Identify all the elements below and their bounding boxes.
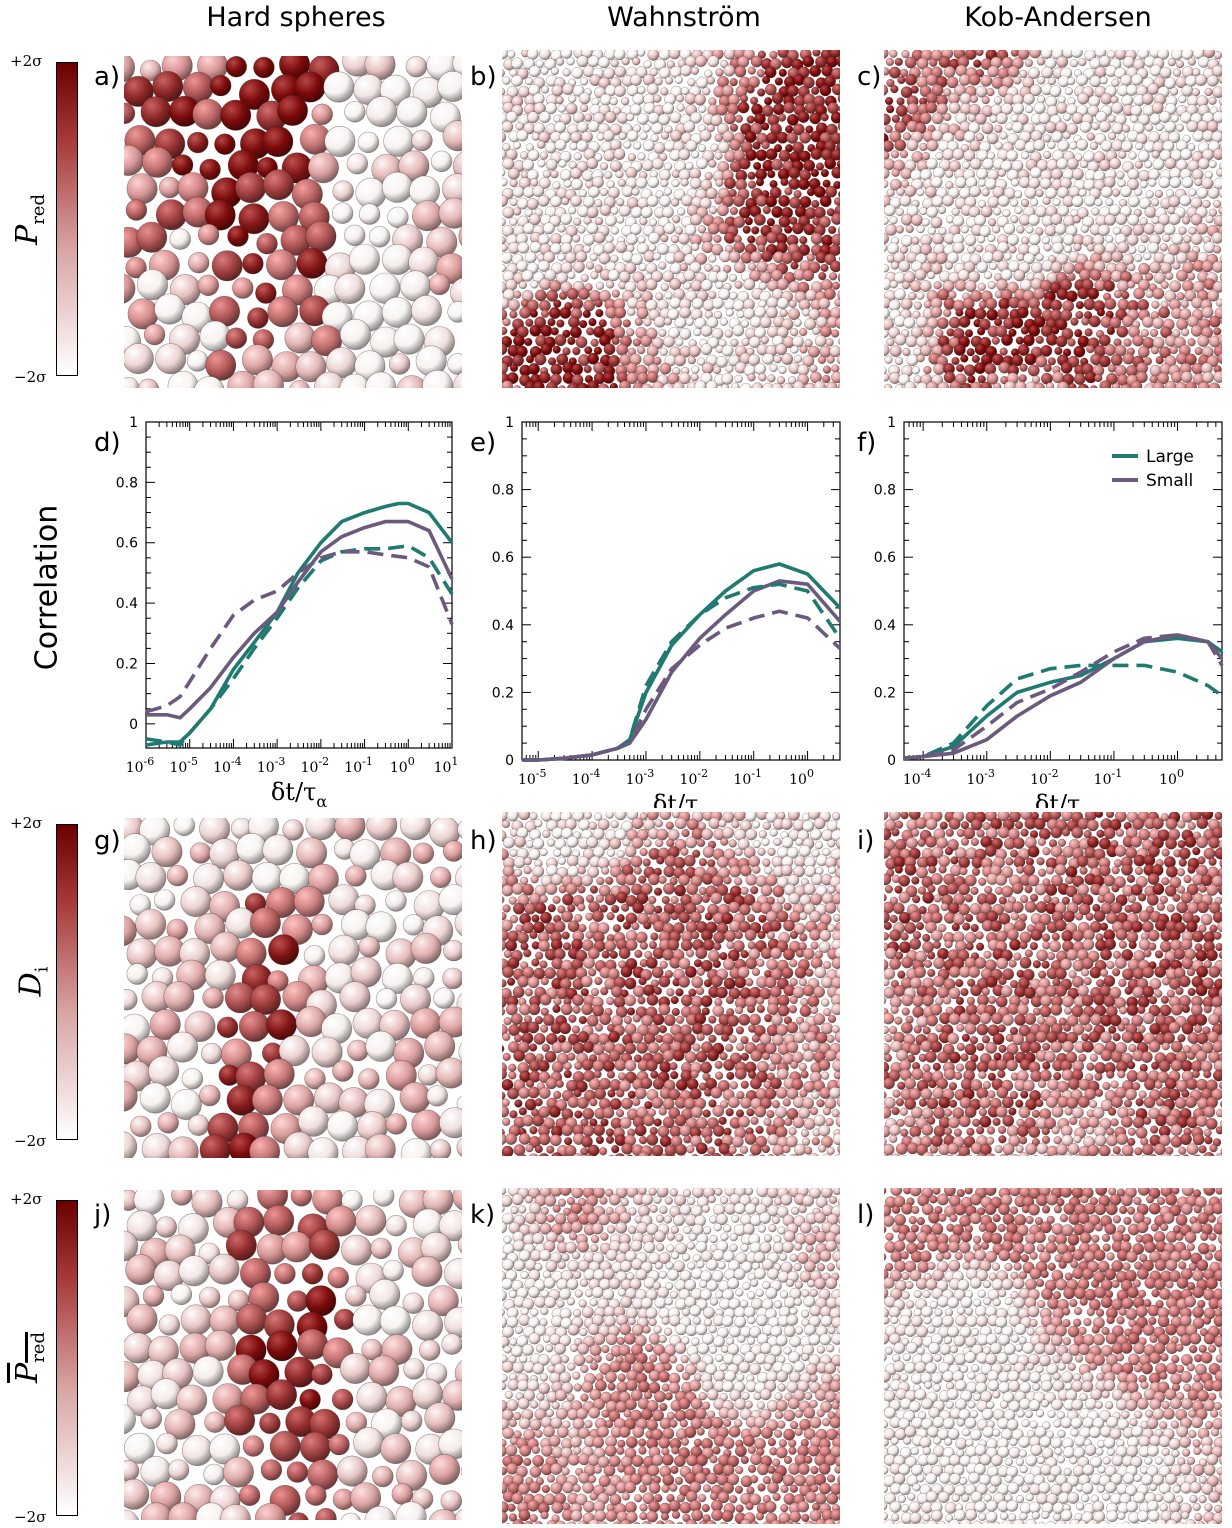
- colorbar-row4-bottom: −2σ: [14, 1508, 47, 1526]
- y-tick-label: 0: [129, 717, 138, 733]
- colorbar-row1-top: +2σ: [10, 52, 43, 70]
- snapshot-i: [884, 812, 1222, 1156]
- snapshot-b: [502, 50, 840, 388]
- panel-label-d: d): [94, 428, 121, 458]
- y-tick-label: 0.8: [116, 475, 138, 491]
- y-tick-label: 0.2: [116, 656, 138, 672]
- colorbar-row3-bottom: −2σ: [14, 1132, 47, 1150]
- y-tick-label: 1: [505, 415, 514, 431]
- colorbar-row4: [56, 1200, 78, 1516]
- snapshot-l: [884, 1188, 1222, 1524]
- y-tick-label: 0.6: [492, 550, 514, 566]
- row3-label: Di: [13, 966, 53, 997]
- x-tick-label: 10-6: [126, 755, 155, 776]
- column-title-hard-spheres: Hard spheres: [206, 2, 386, 33]
- series-line-solid: [903, 633, 1224, 761]
- x-tick-label: 10-2: [301, 755, 330, 776]
- x-tick-label: 10-2: [680, 767, 709, 788]
- chart-d: 10-6 10-5 10-4 10-3 10-2 10-1 100 101 0 0.2 0.4 0.6…: [100, 412, 472, 808]
- panel-label-e: e): [470, 428, 497, 458]
- x-tick-label: 10-4: [572, 767, 601, 788]
- panel-label-b: b): [470, 62, 497, 92]
- y-tick-label: 0.8: [874, 483, 896, 499]
- series-line-dashed: [522, 582, 842, 762]
- x-tick-label: 10-5: [518, 767, 547, 788]
- x-tick-label: 101: [434, 755, 459, 776]
- x-tick-label: 100: [390, 755, 415, 776]
- y-tick-label: 0.2: [492, 685, 514, 701]
- row1-label: Pred: [9, 194, 49, 245]
- y-tick-label: 0.4: [874, 618, 896, 634]
- x-axis-label: δt/τα: [271, 778, 327, 808]
- colorbar-row4-top: +2σ: [10, 1190, 43, 1208]
- panel-label-h: h): [470, 826, 497, 856]
- series-line-dashed: [145, 550, 454, 714]
- panel-label-g: g): [94, 826, 121, 856]
- column-title-wahnstrom: Wahnström: [607, 2, 761, 33]
- legend-label-large: Large: [1146, 447, 1194, 467]
- column-title-kob-andersen: Kob-Andersen: [964, 2, 1152, 33]
- y-tick-label: 0.6: [874, 550, 896, 566]
- colorbar-row3-top: +2σ: [10, 814, 43, 832]
- x-tick-label: 10-1: [733, 767, 762, 788]
- series-line-dashed: [903, 633, 1224, 761]
- series-line-dashed: [522, 609, 842, 762]
- plot-frame: [145, 421, 453, 749]
- x-tick-label: 10-2: [1030, 767, 1059, 788]
- panel-label-j: j): [94, 1200, 112, 1230]
- x-tick-label: 10-3: [257, 755, 286, 776]
- y-tick-label: 0.4: [116, 596, 138, 612]
- x-axis-label: δt/τα: [1035, 790, 1091, 808]
- snapshot-j: [124, 1190, 462, 1520]
- correlation-axis-label: Correlation: [29, 504, 65, 671]
- y-tick-label: 0.2: [874, 685, 896, 701]
- series-line-dashed: [903, 663, 1224, 761]
- row4-label: Pred: [9, 1332, 49, 1383]
- snapshot-k: [502, 1188, 840, 1524]
- colorbar-row3: [56, 824, 78, 1140]
- x-tick-label: 10-1: [344, 755, 373, 776]
- x-tick-label: 10-4: [903, 767, 932, 788]
- panel-label-f: f): [857, 428, 877, 458]
- y-tick-label: 0.6: [116, 536, 138, 552]
- panel-label-i: i): [857, 826, 875, 856]
- x-tick-label: 10-3: [966, 767, 995, 788]
- panel-label-l: l): [857, 1200, 875, 1230]
- legend-label-small: Small: [1146, 471, 1193, 491]
- y-tick-label: 1: [129, 415, 138, 431]
- x-tick-label: 10-1: [1094, 767, 1123, 788]
- colorbar-row1-bottom: −2σ: [14, 368, 47, 386]
- chart-e: 10-5 10-4 10-3 10-2 10-1 100 0 0.2 0.4 0.6 0.8 1 δt/…: [476, 412, 848, 808]
- y-tick-label: 0.4: [492, 618, 514, 634]
- y-tick-label: 0: [887, 753, 896, 769]
- y-tick-label: 0: [505, 753, 514, 769]
- colorbar-row1: [56, 62, 78, 376]
- x-tick-label: 10-5: [169, 755, 198, 776]
- x-tick-label: 10-4: [213, 755, 242, 776]
- snapshot-h: [502, 812, 840, 1156]
- x-axis-label: δt/τα: [653, 790, 709, 808]
- y-tick-label: 1: [887, 415, 896, 431]
- snapshot-c: [884, 50, 1222, 388]
- series-line-solid: [145, 501, 454, 747]
- snapshot-a: [124, 56, 462, 388]
- series-line-solid: [522, 579, 842, 762]
- x-tick-label: 10-3: [626, 767, 655, 788]
- series-line-solid: [146, 519, 454, 720]
- panel-label-c: c): [857, 62, 882, 92]
- series-line-dashed: [145, 544, 454, 747]
- y-tick-label: 0.8: [492, 483, 514, 499]
- panel-label-k: k): [470, 1200, 496, 1230]
- snapshot-g: [124, 818, 462, 1158]
- chart-f: 10-4 10-3 10-2 10-1 100 0 0.2 0.4 0.6 0.8 1 δt/τα La…: [858, 412, 1230, 808]
- panel-label-a: a): [94, 62, 121, 92]
- plot-frame: [521, 421, 841, 761]
- x-tick-label: 100: [1159, 767, 1184, 788]
- series-line-solid: [903, 636, 1224, 761]
- x-tick-label: 100: [789, 767, 814, 788]
